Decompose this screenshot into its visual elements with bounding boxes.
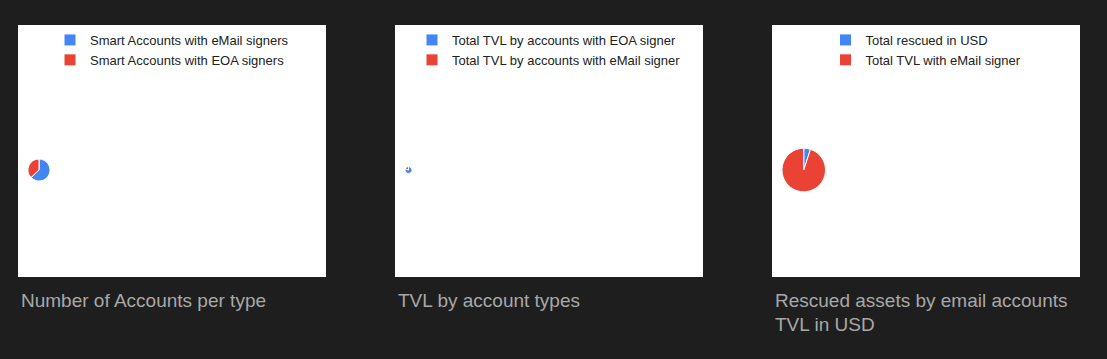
html-text:Number of Accounts per type: Number of Accounts per type [21,290,266,311]
svg-text:Total TVL by accounts with EOA: Total TVL by accounts with EOA signer [452,33,676,48]
svg-text:Smart Accounts with EOA signer: Smart Accounts with EOA signers [90,53,284,68]
svg-text:Total TVL by accounts with eMa: Total TVL by accounts with eMail signer [452,53,680,68]
svg-text:Smart Accounts with eMail sign: Smart Accounts with eMail signers [90,33,288,48]
svg-text:Total rescued in USD: Total rescued in USD [866,33,988,48]
svg-text:Total TVL with eMail signer: Total TVL with eMail signer [866,53,1021,68]
html-text:TVL by account types: TVL by account types [398,290,580,311]
html-text:Rescued assets by email accoun: Rescued assets by email accounts TVL in … [775,290,1068,335]
